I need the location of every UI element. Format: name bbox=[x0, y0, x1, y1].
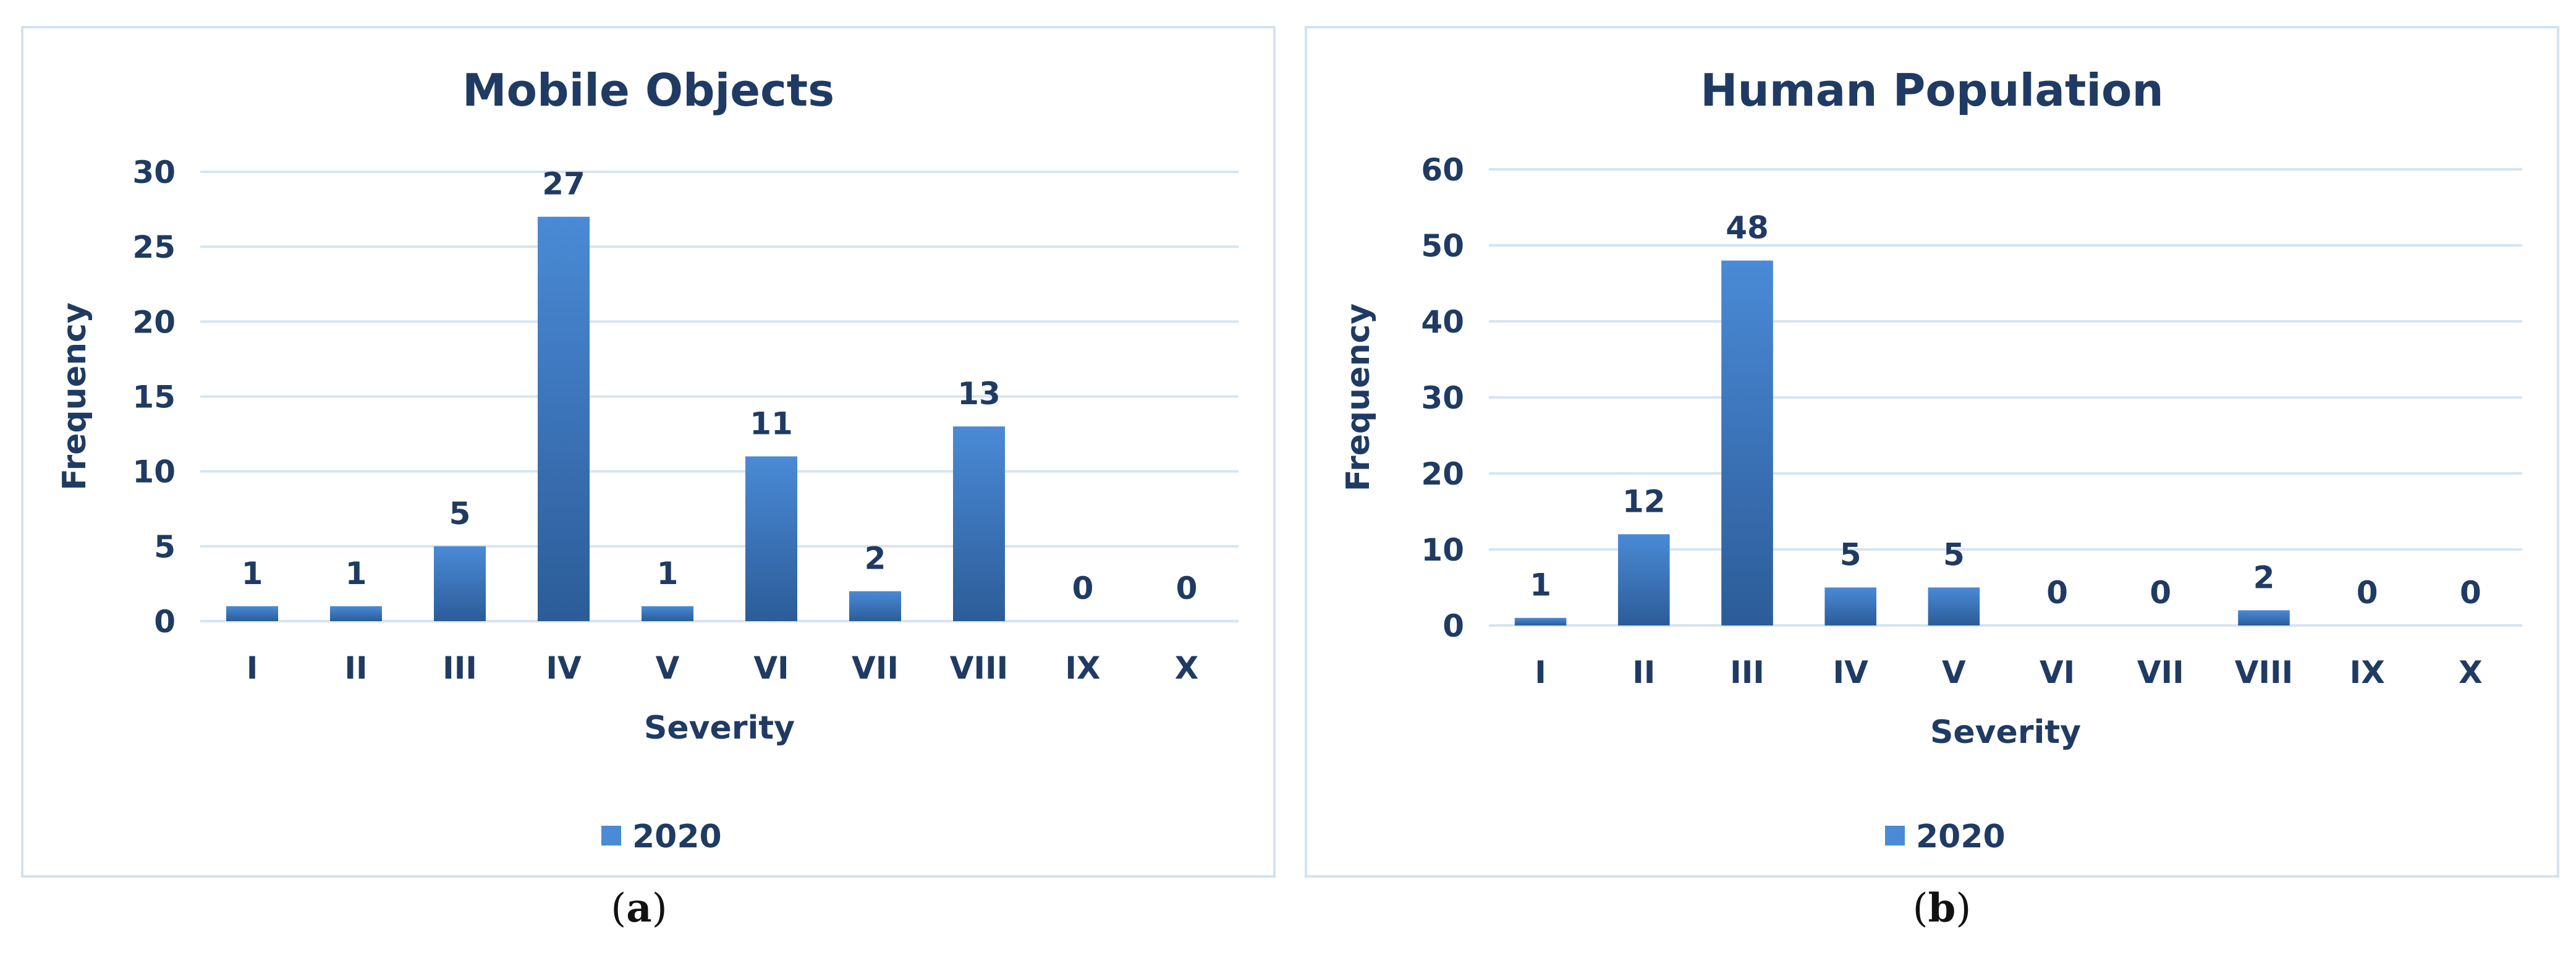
data-label-IV: 5 bbox=[1840, 537, 1862, 573]
chart-svg: Human Population01020304050601I12II48III… bbox=[1340, 64, 2522, 855]
bar-V bbox=[642, 606, 693, 621]
data-label-I: 1 bbox=[242, 556, 263, 591]
bar-II bbox=[1618, 534, 1670, 625]
x-tick-label-III: III bbox=[1730, 655, 1765, 690]
data-label-III: 48 bbox=[1726, 210, 1769, 246]
caption-a-close: ) bbox=[651, 886, 667, 931]
x-tick-label-I: I bbox=[1535, 655, 1546, 690]
data-label-IV: 27 bbox=[542, 166, 585, 202]
x-tick-label-X: X bbox=[2459, 655, 2483, 690]
x-tick-label-V: V bbox=[656, 650, 680, 686]
y-tick-label: 0 bbox=[154, 604, 176, 640]
data-label-X: 0 bbox=[1176, 570, 1198, 606]
data-label-X: 0 bbox=[2460, 575, 2481, 611]
x-tick-label-III: III bbox=[443, 650, 477, 686]
bar-VII bbox=[849, 591, 901, 621]
data-label-VIII: 13 bbox=[957, 376, 1001, 412]
y-tick-label: 10 bbox=[1421, 532, 1464, 568]
chart-title: Human Population bbox=[1700, 64, 2164, 116]
chart-panel-mobile-objects: Mobile Objects 0 5 10 15 20 25 30 1 I 1 II 5 III 27 IV 1… bbox=[21, 26, 1276, 878]
caption-b: (b) bbox=[1818, 885, 2065, 931]
caption-b-close: ) bbox=[1955, 886, 1972, 931]
data-label-II: 1 bbox=[345, 556, 367, 591]
caption-a: (a) bbox=[515, 885, 763, 931]
x-tick-label-X: X bbox=[1175, 650, 1199, 686]
bar-IV bbox=[1824, 587, 1876, 625]
x-tick-label-IV: IV bbox=[1833, 655, 1869, 690]
x-tick-label-II: II bbox=[1632, 655, 1655, 690]
caption-a-open: ( bbox=[611, 886, 627, 931]
data-label-VI: 0 bbox=[2046, 575, 2068, 611]
data-label-I: 1 bbox=[1530, 567, 1551, 603]
y-tick-label: 5 bbox=[154, 529, 176, 565]
y-tick-label: 50 bbox=[1421, 228, 1464, 264]
data-label-VIII: 2 bbox=[2253, 559, 2275, 595]
bar-VI bbox=[745, 456, 797, 621]
x-tick-label-II: II bbox=[344, 650, 367, 686]
x-tick-label-VII: VII bbox=[852, 650, 899, 686]
x-axis-label: Severity bbox=[644, 710, 795, 747]
legend-swatch bbox=[601, 826, 621, 846]
data-label-V: 5 bbox=[1943, 537, 1965, 573]
y-tick-label: 30 bbox=[1421, 380, 1464, 416]
x-tick-label-VIII: VIII bbox=[2235, 655, 2294, 690]
bar-V bbox=[1928, 587, 1980, 625]
y-axis-label: Frequency bbox=[56, 302, 93, 490]
x-tick-label-IX: IX bbox=[2350, 655, 2385, 690]
bar-IV bbox=[538, 216, 590, 621]
data-label-IX: 0 bbox=[2357, 575, 2378, 611]
data-label-V: 1 bbox=[657, 556, 679, 591]
data-label-III: 5 bbox=[449, 496, 471, 532]
y-axis-label: Frequency bbox=[1340, 303, 1377, 491]
x-tick-label-IV: IV bbox=[546, 650, 582, 686]
bar-I bbox=[226, 606, 278, 621]
y-tick-label: 60 bbox=[1421, 152, 1464, 188]
y-tick-label: 10 bbox=[132, 454, 176, 490]
caption-a-letter: a bbox=[626, 885, 652, 931]
x-tick-label-VIII: VIII bbox=[950, 650, 1009, 686]
data-label-VII: 2 bbox=[865, 541, 886, 577]
y-tick-label: 40 bbox=[1421, 304, 1464, 340]
data-label-IX: 0 bbox=[1072, 570, 1094, 606]
legend-label: 2020 bbox=[632, 818, 722, 855]
data-label-VII: 0 bbox=[2150, 575, 2171, 611]
bar-III bbox=[1721, 260, 1773, 626]
x-tick-label-VII: VII bbox=[2137, 655, 2184, 690]
caption-b-letter: b bbox=[1928, 885, 1956, 931]
x-tick-label-IX: IX bbox=[1065, 650, 1100, 686]
chart-svg: Mobile Objects0510152025301I1II5III27IV1… bbox=[56, 64, 1239, 855]
bar-VIII bbox=[953, 426, 1005, 621]
x-tick-label-I: I bbox=[247, 650, 258, 686]
chart-title: Mobile Objects bbox=[462, 64, 834, 116]
y-tick-label: 0 bbox=[1443, 608, 1464, 644]
y-tick-label: 30 bbox=[132, 155, 176, 190]
y-tick-label: 25 bbox=[132, 229, 176, 265]
x-tick-label-V: V bbox=[1942, 655, 1966, 690]
x-tick-label-VI: VI bbox=[2040, 655, 2075, 690]
data-label-VI: 11 bbox=[750, 405, 793, 441]
bar-VIII bbox=[2238, 610, 2290, 625]
legend-swatch bbox=[1885, 826, 1905, 846]
bar-II bbox=[330, 606, 382, 621]
chart-panel-human-population: Human Population 0 10 20 30 40 50 60 1 I 12 II 48 III… bbox=[1305, 26, 2559, 878]
caption-b-open: ( bbox=[1912, 886, 1928, 931]
x-axis-label: Severity bbox=[1930, 714, 2081, 751]
y-tick-label: 15 bbox=[132, 379, 176, 415]
x-tick-label-VI: VI bbox=[753, 650, 789, 686]
data-label-II: 12 bbox=[1622, 483, 1666, 519]
y-tick-label: 20 bbox=[132, 304, 176, 340]
bar-III bbox=[434, 546, 486, 621]
bar-I bbox=[1514, 617, 1567, 625]
legend-label: 2020 bbox=[1916, 818, 2006, 855]
y-tick-label: 20 bbox=[1421, 456, 1464, 492]
